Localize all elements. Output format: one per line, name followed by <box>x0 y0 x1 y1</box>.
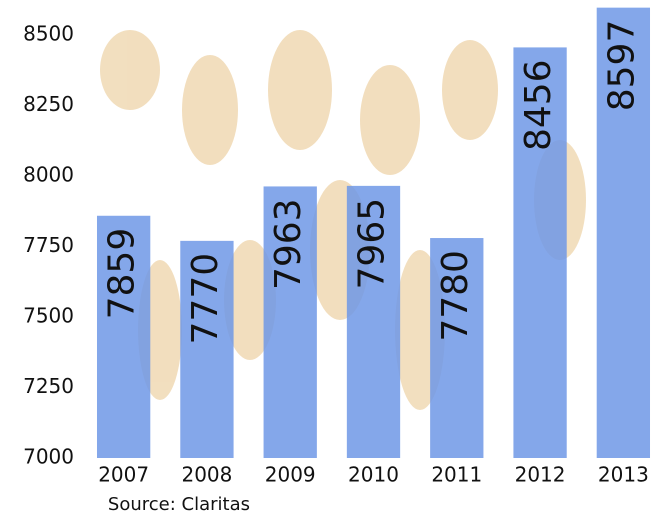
y-tick-label: 8250 <box>23 92 74 116</box>
value-label: 7963 <box>268 198 309 290</box>
x-tick-label: 2013 <box>598 463 649 487</box>
y-tick-label: 7750 <box>23 233 74 257</box>
y-tick-label: 8500 <box>23 22 74 46</box>
bar <box>263 186 317 458</box>
bar <box>596 7 651 459</box>
value-label: 7859 <box>102 228 143 320</box>
bar <box>346 185 401 458</box>
bar <box>180 240 234 458</box>
y-tick-label: 7500 <box>23 304 74 328</box>
value-label: 7770 <box>185 253 226 345</box>
y-tick-label: 7250 <box>23 374 74 398</box>
x-tick-label: 2011 <box>431 463 482 487</box>
x-tick-label: 2009 <box>265 463 316 487</box>
background-illustration <box>100 30 586 410</box>
bar <box>96 215 151 458</box>
x-tick-label: 2012 <box>515 463 566 487</box>
bar <box>430 238 484 458</box>
x-tick-label: 2010 <box>348 463 399 487</box>
x-tick-label: 2007 <box>98 463 149 487</box>
y-tick-label: 8000 <box>23 163 74 187</box>
value-label: 8597 <box>601 20 642 112</box>
y-tick-label: 7000 <box>23 445 74 469</box>
value-label: 7965 <box>352 198 393 290</box>
bar <box>513 47 567 459</box>
x-tick-label: 2008 <box>181 463 232 487</box>
value-label: 8456 <box>518 59 559 151</box>
source-note: Source: Claritas <box>108 494 250 515</box>
value-label: 7780 <box>435 250 476 342</box>
